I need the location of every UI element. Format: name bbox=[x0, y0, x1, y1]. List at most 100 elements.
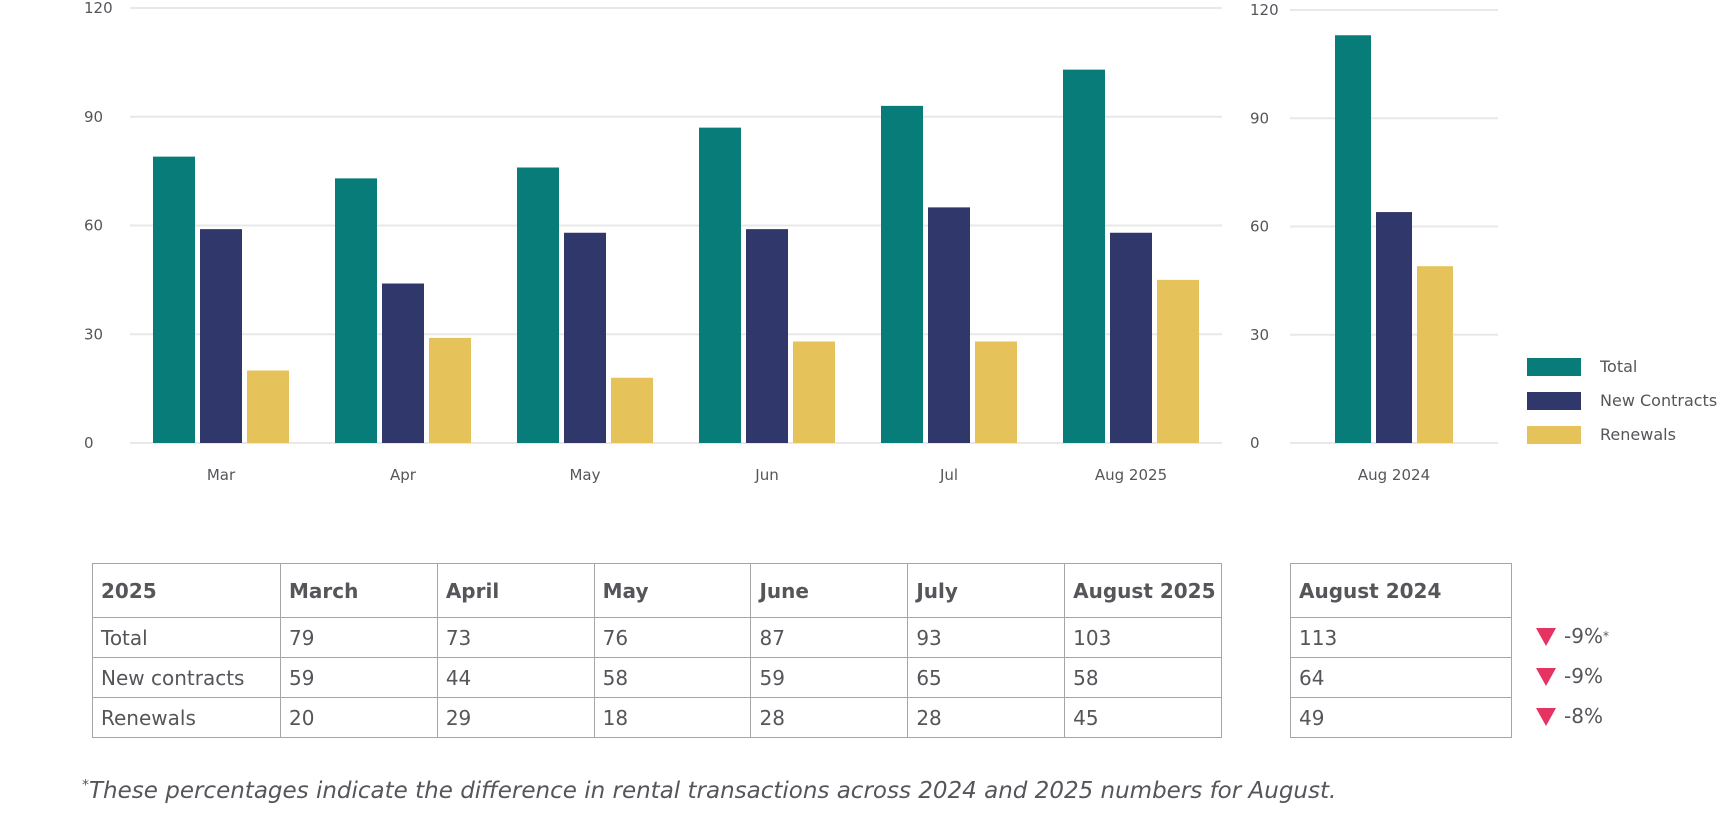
table-cell: 58 bbox=[593, 657, 752, 698]
y-tick-label: 120 bbox=[84, 0, 113, 17]
bar-new-contracts-aug-2024 bbox=[1376, 212, 1412, 443]
footnote-text: These percentages indicate the differenc… bbox=[89, 778, 1337, 804]
header-april: April bbox=[436, 563, 595, 618]
change-value: -8% bbox=[1564, 704, 1603, 728]
y-tick-label: 90 bbox=[84, 108, 103, 126]
footnote-mark: * bbox=[82, 777, 89, 794]
table-cell: 76 bbox=[593, 617, 752, 658]
change-value: -9% bbox=[1564, 624, 1603, 648]
x-tick-label: Jun bbox=[754, 466, 778, 484]
table-row: 49 bbox=[1290, 697, 1512, 738]
y-tick-label: 0 bbox=[84, 434, 94, 452]
charts-canvas: 0 30 60 90 120 Mar Apr May Jun Jul Aug 2025 0 30 60 9… bbox=[84, 0, 1717, 484]
table-header-row: August 2024 bbox=[1290, 563, 1512, 618]
bar-new-contracts-jun bbox=[746, 229, 788, 443]
table-cell: 59 bbox=[280, 657, 438, 698]
change-new-contracts: -9% bbox=[1536, 656, 1656, 696]
y-tick-label: 90 bbox=[1250, 109, 1269, 127]
header-august-2025: August 2025 bbox=[1064, 563, 1222, 618]
y-tick-label: 120 bbox=[1250, 1, 1279, 19]
table-cell: 49 bbox=[1290, 697, 1512, 738]
legend-label-total: Total bbox=[1599, 357, 1637, 376]
table-cell: 29 bbox=[436, 697, 595, 738]
table-cell: 103 bbox=[1064, 617, 1222, 658]
row-label: Renewals bbox=[92, 697, 281, 738]
bar-new-contracts-jul bbox=[928, 207, 970, 443]
table-cell: 93 bbox=[907, 617, 1066, 658]
x-tick-label: May bbox=[569, 466, 600, 484]
y-tick-label: 30 bbox=[1250, 326, 1269, 344]
y-tick-label: 30 bbox=[84, 325, 103, 343]
x-tick-label: Mar bbox=[207, 466, 236, 484]
bar-new-contracts-apr bbox=[382, 283, 424, 443]
header-june: June bbox=[750, 563, 909, 618]
bar-total-jun bbox=[699, 127, 741, 443]
table-cell: 87 bbox=[750, 617, 909, 658]
table-header-row: 2025 March April May June July August 20… bbox=[92, 563, 1222, 618]
legend-swatch-total bbox=[1527, 358, 1581, 376]
bar-total-aug-2024 bbox=[1335, 35, 1371, 444]
legend-label-renewals: Renewals bbox=[1600, 425, 1676, 444]
bar-new-contracts-aug-2025 bbox=[1110, 232, 1152, 443]
down-triangle-icon bbox=[1536, 628, 1556, 646]
table-cell: 58 bbox=[1064, 657, 1222, 698]
change-column: -9% * -9% -8% bbox=[1536, 616, 1656, 736]
legend-label-new-contracts: New Contracts bbox=[1600, 391, 1717, 410]
bar-new-contracts-mar bbox=[200, 229, 242, 443]
bar-renewals-aug-2024 bbox=[1417, 266, 1453, 443]
down-triangle-icon bbox=[1536, 668, 1556, 686]
bar-total-aug-2025 bbox=[1063, 69, 1105, 443]
table-cell: 28 bbox=[750, 697, 909, 738]
table-2024: August 2024 113 64 49 bbox=[1290, 563, 1512, 738]
bar-total-mar bbox=[153, 156, 195, 443]
table-row: Renewals 20 29 18 28 28 45 bbox=[92, 697, 1222, 738]
x-tick-label: Aug 2025 bbox=[1095, 466, 1167, 484]
bar-renewals-mar bbox=[247, 370, 289, 443]
table-cell: 28 bbox=[907, 697, 1066, 738]
x-tick-label: Aug 2024 bbox=[1358, 466, 1430, 484]
bar-renewals-jul bbox=[975, 341, 1017, 443]
bar-renewals-apr bbox=[429, 337, 471, 443]
legend-swatch-renewals bbox=[1527, 426, 1581, 444]
chart-legend: Total New Contracts Renewals bbox=[1527, 357, 1717, 444]
table-cell: 44 bbox=[436, 657, 595, 698]
bar-total-may bbox=[517, 167, 559, 443]
table-row: Total 79 73 76 87 93 103 bbox=[92, 617, 1222, 658]
table-cell: 45 bbox=[1064, 697, 1222, 738]
bar-new-contracts-may bbox=[564, 232, 606, 443]
change-value: -9% bbox=[1564, 664, 1603, 688]
table-row: 64 bbox=[1290, 657, 1512, 698]
legend-swatch-new-contracts bbox=[1527, 392, 1581, 410]
header-july: July bbox=[907, 563, 1066, 618]
table-cell: 18 bbox=[593, 697, 752, 738]
bar-renewals-aug-2025 bbox=[1157, 279, 1199, 443]
down-triangle-icon bbox=[1536, 708, 1556, 726]
table-cell: 113 bbox=[1290, 617, 1512, 658]
change-total: -9% * bbox=[1536, 616, 1656, 656]
bar-total-jul bbox=[881, 105, 923, 443]
bar-renewals-jun bbox=[793, 341, 835, 443]
table-row: 113 bbox=[1290, 617, 1512, 658]
chart-aug-2024: 0 30 60 90 120 Aug 2024 bbox=[1250, 1, 1498, 484]
table-cell: 65 bbox=[907, 657, 1066, 698]
header-year: 2025 bbox=[92, 563, 281, 618]
header-may: May bbox=[593, 563, 752, 618]
x-tick-label: Jul bbox=[939, 466, 958, 484]
change-renewals: -8% bbox=[1536, 696, 1656, 736]
row-label: New contracts bbox=[92, 657, 281, 698]
table-cell: 59 bbox=[750, 657, 909, 698]
chart-2025-monthly: 0 30 60 90 120 Mar Apr May Jun Jul Aug 2025 bbox=[84, 0, 1222, 484]
header-march: March bbox=[280, 563, 438, 618]
footnote: *These percentages indicate the differen… bbox=[82, 778, 1336, 804]
x-tick-label: Apr bbox=[390, 466, 417, 484]
table-cell: 79 bbox=[280, 617, 438, 658]
table-2025: 2025 March April May June July August 20… bbox=[92, 563, 1222, 738]
table-cell: 64 bbox=[1290, 657, 1512, 698]
table-cell: 20 bbox=[280, 697, 438, 738]
table-row: New contracts 59 44 58 59 65 58 bbox=[92, 657, 1222, 698]
table-cell: 73 bbox=[436, 617, 595, 658]
header-august-2024: August 2024 bbox=[1290, 563, 1512, 618]
y-tick-label: 0 bbox=[1250, 434, 1260, 452]
y-tick-label: 60 bbox=[84, 217, 103, 235]
bar-total-apr bbox=[335, 178, 377, 443]
